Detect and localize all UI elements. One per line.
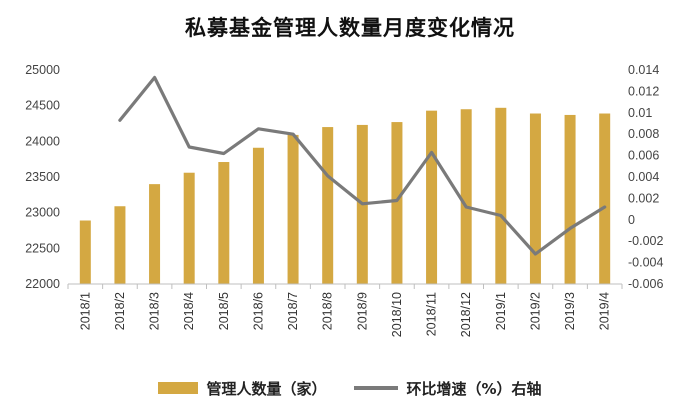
bar — [149, 184, 161, 284]
x-tick-label: 2018/2 — [113, 292, 127, 330]
legend-bar-label: 管理人数量（家） — [206, 379, 327, 398]
y-left-tick-label: 22000 — [25, 277, 60, 291]
x-tick-label: 2018/9 — [355, 292, 369, 330]
x-tick-label: 2018/5 — [217, 292, 231, 330]
y-right-tick-label: -0.006 — [628, 277, 663, 291]
bar — [322, 127, 334, 284]
y-right-tick-label: 0.01 — [628, 106, 652, 120]
legend-line-label: 环比增速（%）右轴 — [406, 379, 542, 398]
legend-line-swatch — [354, 386, 399, 390]
bar — [495, 107, 507, 284]
x-tick-label: 2018/12 — [459, 292, 473, 337]
legend-item-bar: 管理人数量（家） — [158, 378, 326, 399]
y-left-tick-label: 25000 — [25, 63, 60, 77]
legend-item-line: 环比增速（%）右轴 — [354, 378, 542, 399]
y-left-tick-label: 22500 — [25, 241, 60, 255]
bar — [287, 134, 299, 284]
x-tick-label: 2019/4 — [598, 292, 612, 330]
bar — [218, 162, 230, 284]
y-right-tick-label: 0 — [628, 213, 635, 227]
x-tick-label: 2018/11 — [425, 292, 439, 336]
bar — [529, 113, 541, 284]
x-tick-label: 2018/8 — [321, 292, 335, 330]
x-tick-label: 2018/7 — [286, 292, 300, 330]
y-right-tick-label: -0.002 — [628, 234, 663, 248]
bar — [599, 113, 611, 284]
x-tick-label: 2019/3 — [563, 292, 577, 330]
y-left-tick-label: 24500 — [25, 99, 60, 113]
x-tick-label: 2018/1 — [78, 292, 92, 330]
y-left-tick-label: 24000 — [25, 134, 60, 148]
x-tick-label: 2018/6 — [251, 292, 265, 330]
x-tick-label: 2018/10 — [390, 292, 404, 337]
y-right-tick-label: -0.004 — [628, 256, 663, 270]
y-right-tick-label: 0.004 — [628, 170, 659, 184]
bar — [426, 110, 438, 284]
x-tick-label: 2019/2 — [528, 292, 542, 330]
y-right-tick-label: 0.014 — [628, 63, 659, 77]
chart-title: 私募基金管理人数量月度变化情况 — [185, 16, 515, 40]
bar — [460, 109, 472, 284]
bar — [79, 220, 91, 284]
y-right-tick-label: 0.006 — [628, 149, 659, 163]
y-left-tick-label: 23000 — [25, 206, 60, 220]
y-right-tick-label: 0.002 — [628, 191, 659, 205]
y-left-tick-label: 23500 — [25, 170, 60, 184]
legend: 管理人数量（家） 环比增速（%）右轴 — [0, 374, 700, 402]
bar — [564, 114, 576, 284]
y-right-tick-label: 0.008 — [628, 127, 659, 141]
line-series — [118, 75, 607, 256]
bar — [391, 122, 403, 284]
legend-bar-swatch — [158, 382, 199, 394]
y-right-tick-label: 0.012 — [628, 84, 659, 98]
x-tick-label: 2018/4 — [182, 292, 196, 330]
x-tick-label: 2018/3 — [148, 292, 162, 330]
bar — [183, 172, 195, 284]
bar — [114, 206, 126, 284]
x-tick-label: 2019/1 — [494, 292, 508, 330]
bar — [252, 147, 264, 284]
